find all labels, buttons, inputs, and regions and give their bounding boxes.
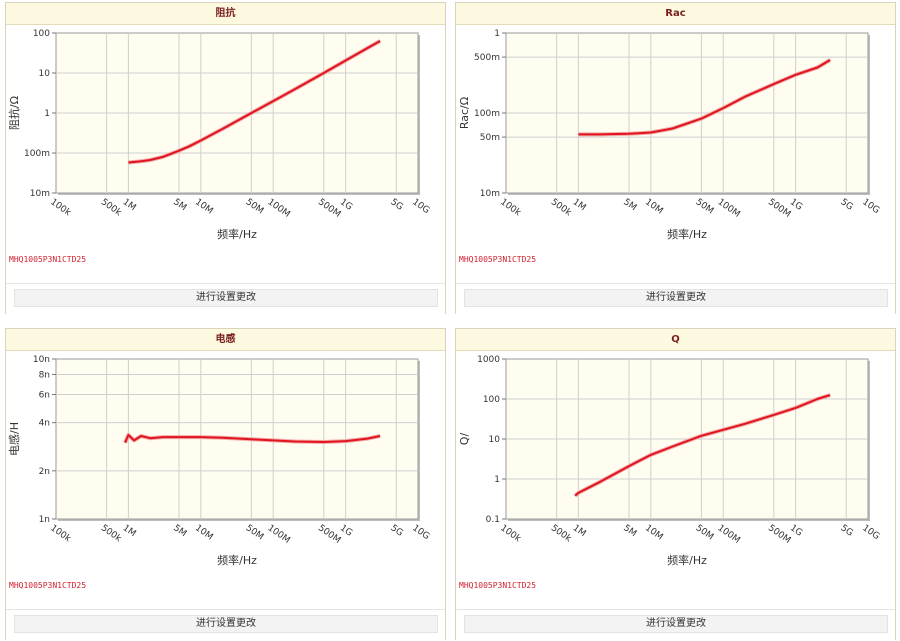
- y-tick-label: 100m: [474, 109, 500, 119]
- y-tick-label: 1: [494, 475, 500, 485]
- x-tick-label: 10G: [410, 197, 431, 216]
- panel-footer: 进行设置更改: [6, 609, 445, 641]
- x-tick-label: 50M: [244, 523, 265, 542]
- y-tick-label: 1: [494, 29, 500, 39]
- panel-footer: 进行设置更改: [6, 283, 445, 315]
- y-tick-label: 8n: [39, 371, 50, 381]
- x-tick-label: 500M: [766, 523, 792, 546]
- settings-change-button[interactable]: 进行设置更改: [14, 289, 438, 307]
- y-tick-label: 0.1: [486, 515, 500, 525]
- y-axis-title: 电感/H: [8, 422, 21, 456]
- series-line: [128, 40, 381, 164]
- x-tick-label: 100k: [48, 523, 73, 544]
- y-axis-title: Rac/Ω: [458, 97, 471, 129]
- x-tick-label: 1M: [121, 197, 138, 213]
- panel-title: 阻抗: [6, 3, 445, 25]
- settings-change-button[interactable]: 进行设置更改: [464, 615, 888, 633]
- settings-change-button[interactable]: 进行设置更改: [14, 615, 438, 633]
- x-tick-label: 10M: [643, 523, 664, 542]
- y-axis-title: 阻抗/Ω: [7, 96, 21, 130]
- panel-title: Q: [456, 329, 895, 351]
- x-tick-label: 100k: [498, 523, 523, 544]
- panel-title: Rac: [456, 3, 895, 25]
- y-tick-label: 500m: [474, 53, 500, 63]
- x-tick-label: 5G: [838, 197, 854, 212]
- x-tick-label: 500M: [766, 197, 792, 220]
- x-tick-label: 1M: [121, 523, 138, 539]
- x-tick-label: 10M: [193, 197, 214, 216]
- x-tick-label: 100M: [265, 197, 291, 220]
- part-number-label: MHQ1005P3N1CTD25: [9, 255, 87, 264]
- series-line: [124, 434, 381, 444]
- x-tick-label: 5M: [171, 197, 188, 213]
- x-tick-label: 500k: [99, 523, 124, 544]
- y-tick-label: 4n: [39, 419, 50, 429]
- part-number-label: MHQ1005P3N1CTD25: [459, 255, 537, 264]
- series-line: [574, 394, 831, 497]
- impedance-panel: 阻抗 100k 500k 1M 5M 10M 50M 100M 500M 1G 5G 10G 10m 1…: [5, 2, 446, 315]
- x-tick-label: 500k: [549, 523, 574, 544]
- x-axis-title: 频率/Hz: [217, 553, 257, 567]
- rac-panel: Rac 100k 500k 1M 5M 10M 50M 100M 500M 1G 5G 10G 10m…: [455, 2, 896, 315]
- part-number-label: MHQ1005P3N1CTD25: [459, 581, 537, 590]
- y-tick-label: 1: [44, 109, 50, 119]
- x-tick-label: 500k: [549, 197, 574, 218]
- inductance-panel: 电感 100k 500k 1M 5M 10M 50M 100M 500M 1G 5G 10G 1n 2n…: [5, 328, 446, 641]
- y-tick-label: 10n: [33, 355, 50, 365]
- panel-footer: 进行设置更改: [456, 283, 895, 315]
- y-tick-label: 1n: [39, 515, 50, 525]
- y-tick-label: 100m: [24, 149, 50, 159]
- q-panel: Q 100k 500k 1M 5M 10M 50M 100M 500M 1G 5G 10G 0.1 1 1…: [455, 328, 896, 641]
- y-axis-title: Q/: [458, 433, 471, 446]
- x-tick-label: 500k: [99, 197, 124, 218]
- x-tick-label: 100k: [48, 197, 73, 218]
- x-tick-label: 500M: [316, 523, 342, 546]
- x-axis-title: 频率/Hz: [217, 227, 257, 241]
- x-tick-label: 1M: [571, 523, 588, 539]
- x-tick-label: 100M: [715, 197, 741, 220]
- x-tick-label: 10G: [860, 197, 881, 216]
- x-tick-label: 50M: [694, 197, 715, 216]
- x-tick-label: 10G: [860, 523, 881, 542]
- x-tick-label: 5G: [388, 197, 404, 212]
- y-tick-label: 1000: [477, 355, 500, 365]
- x-tick-label: 5G: [388, 523, 404, 538]
- y-tick-label: 100: [33, 29, 50, 39]
- x-tick-label: 5M: [621, 197, 638, 213]
- y-tick-label: 10: [489, 435, 501, 445]
- x-axis-title: 频率/Hz: [667, 227, 707, 241]
- y-tick-label: 6n: [39, 390, 50, 400]
- y-tick-label: 10m: [480, 189, 500, 199]
- y-tick-label: 10: [39, 69, 51, 79]
- panel-footer: 进行设置更改: [456, 609, 895, 641]
- x-tick-label: 100k: [498, 197, 523, 218]
- x-tick-label: 50M: [694, 523, 715, 542]
- x-tick-label: 100M: [715, 523, 741, 546]
- y-tick-label: 2n: [39, 467, 50, 477]
- x-tick-label: 5G: [838, 523, 854, 538]
- panel-title: 电感: [6, 329, 445, 351]
- x-tick-label: 10M: [193, 523, 214, 542]
- settings-change-button[interactable]: 进行设置更改: [464, 289, 888, 307]
- series-line: [578, 59, 831, 136]
- y-tick-label: 50m: [480, 133, 500, 143]
- x-tick-label: 10M: [643, 197, 664, 216]
- x-tick-label: 500M: [316, 197, 342, 220]
- part-number-label: MHQ1005P3N1CTD25: [9, 581, 87, 590]
- x-axis-title: 频率/Hz: [667, 553, 707, 567]
- y-tick-label: 100: [483, 395, 500, 405]
- x-tick-label: 50M: [244, 197, 265, 216]
- x-tick-label: 5M: [621, 523, 638, 539]
- x-tick-label: 100M: [265, 523, 291, 546]
- x-tick-label: 5M: [171, 523, 188, 539]
- x-tick-label: 10G: [410, 523, 431, 542]
- y-tick-label: 10m: [30, 189, 50, 199]
- x-tick-label: 1M: [571, 197, 588, 213]
